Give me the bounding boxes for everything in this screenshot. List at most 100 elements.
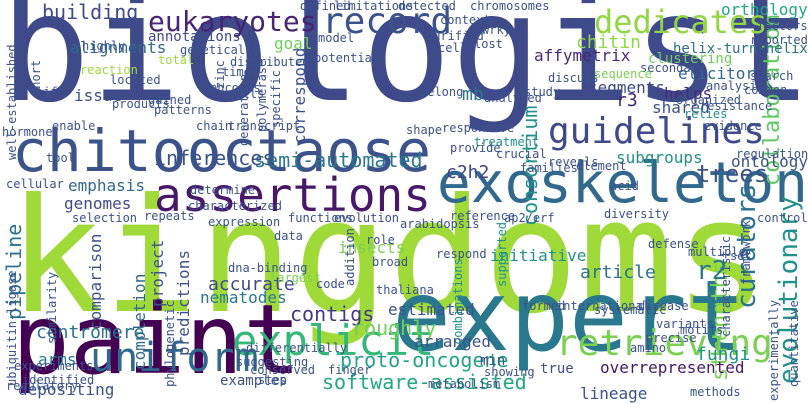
- word-chitin: chitin: [576, 32, 642, 53]
- word-uniform: uniform: [90, 335, 259, 381]
- word-highly: highly: [82, 39, 126, 53]
- word-r2: r2: [696, 256, 728, 286]
- word-exoskeleton: exoskeleton: [437, 151, 808, 216]
- word-experimentally: experimentally: [767, 299, 781, 401]
- word-control: control: [757, 211, 808, 225]
- word-accurate: accurate: [208, 274, 295, 295]
- word-well-established: well-established: [5, 44, 19, 160]
- word-code: code: [316, 277, 345, 291]
- word-disease: disease: [638, 299, 689, 313]
- word-elicitor: elicitor: [678, 64, 756, 83]
- word-defined: defined: [300, 0, 351, 13]
- word-fungi: fungi: [696, 344, 751, 365]
- word-alignments: alignments: [70, 38, 167, 57]
- word-life: life: [36, 85, 65, 99]
- word-multiple: multiple: [688, 245, 746, 259]
- word-showing: showing: [484, 365, 535, 379]
- word-times: times: [222, 65, 259, 79]
- word-distributed: distributed: [230, 55, 310, 69]
- word-genetically: genetically: [180, 43, 260, 57]
- word-experiments: experiments: [14, 359, 94, 373]
- word-finger: finger: [328, 363, 372, 377]
- word-repeats: repeats: [144, 209, 195, 223]
- word-depositing: depositing: [18, 380, 115, 399]
- word-reveals: reveals: [548, 155, 599, 169]
- word-initiative: initiative: [490, 246, 587, 265]
- word-guidelines: guidelines: [548, 111, 765, 152]
- word-helix-turn-helix: helix-turn-helix: [673, 41, 808, 57]
- word-project: project: [148, 239, 167, 307]
- word-model: model: [318, 31, 355, 45]
- word-located: located: [110, 73, 161, 87]
- word-regulatory: regulatory: [6, 379, 79, 393]
- word-characterized: characterized: [188, 199, 282, 213]
- word-cell: cell: [438, 41, 467, 55]
- word-factors: factors: [757, 19, 808, 33]
- word-emphasis: emphasis: [68, 176, 146, 195]
- word-insects: insects: [338, 238, 406, 257]
- word-overrepresented: overrepresented: [600, 358, 745, 377]
- word-clustering: clustering: [648, 51, 733, 67]
- word-relies: relies: [684, 107, 728, 121]
- word-paint: paint: [12, 284, 301, 396]
- word-selection: selection: [72, 211, 138, 225]
- word-characteristic: characteristic: [719, 235, 733, 337]
- word-amino: amino: [630, 341, 667, 355]
- word-evidence: evidence: [704, 119, 762, 133]
- word-cellular: cellular: [6, 177, 64, 191]
- word-true: true: [540, 361, 574, 377]
- word-precise: precise: [646, 331, 697, 345]
- word-chain: chain: [196, 119, 233, 133]
- word-potential: potential: [314, 51, 380, 65]
- word-software-assisted: software-assisted: [322, 370, 527, 394]
- word-hormone: hormone: [2, 125, 53, 139]
- word-inferences: inferences: [154, 146, 275, 170]
- word-detected: detected: [398, 0, 456, 13]
- word-trees: trees: [696, 160, 769, 188]
- word-assertions: assertions: [154, 168, 431, 222]
- word-proto-oncogene: proto-oncogene: [340, 348, 509, 372]
- word-record: record: [322, 1, 453, 42]
- word-purified: purified: [426, 29, 484, 43]
- word-predictions: predictions: [174, 250, 193, 356]
- word-estimated: estimated: [388, 300, 475, 319]
- word-nematodes: nematodes: [200, 288, 287, 307]
- word-comparison: comparison: [86, 233, 105, 330]
- word-ontology: ontology: [731, 152, 808, 171]
- word-provide: provide: [450, 141, 501, 155]
- word-building: building: [42, 0, 139, 24]
- word-explicit: explicit: [232, 316, 435, 365]
- word-arranged: arranged: [414, 332, 492, 351]
- word-analysis: analysis: [706, 79, 764, 93]
- word-ap2-erf: ap2/erf: [504, 211, 555, 225]
- word-reference: reference: [450, 209, 516, 223]
- word-helps: helps: [664, 84, 713, 103]
- word-similarity: similarity: [45, 271, 59, 344]
- word-annotations: annotations: [148, 29, 241, 45]
- word-families: families: [520, 161, 578, 175]
- word-determine: determine: [190, 183, 256, 197]
- word-step: step: [258, 373, 287, 387]
- word-walls: walls: [228, 87, 265, 101]
- word-metabolism: metabolism: [428, 377, 501, 391]
- word-expert: expert: [392, 260, 747, 374]
- word-suggesting: suggesting: [236, 355, 309, 369]
- word-centromere: centromere: [36, 322, 145, 343]
- word-reported: reported: [750, 33, 808, 47]
- word-search: search: [750, 69, 794, 83]
- word-total: total: [158, 53, 195, 67]
- word-enable: enable: [52, 119, 96, 133]
- word-retrieving: retrieving: [556, 323, 773, 364]
- word-organized: organized: [676, 93, 742, 107]
- word-lineage: lineage: [580, 384, 648, 403]
- word-semi-automated: semi-automated: [254, 148, 423, 172]
- word-specific: specific: [269, 70, 283, 128]
- word-study: study: [524, 85, 561, 99]
- word-motifs: motifs: [680, 323, 724, 337]
- word-largest: largest: [270, 271, 321, 285]
- word-quantitative: quantitative: [787, 300, 801, 387]
- word-systematic: systematic: [594, 303, 667, 317]
- word-roughly: roughly: [352, 316, 437, 340]
- word-identified: identified: [22, 373, 95, 387]
